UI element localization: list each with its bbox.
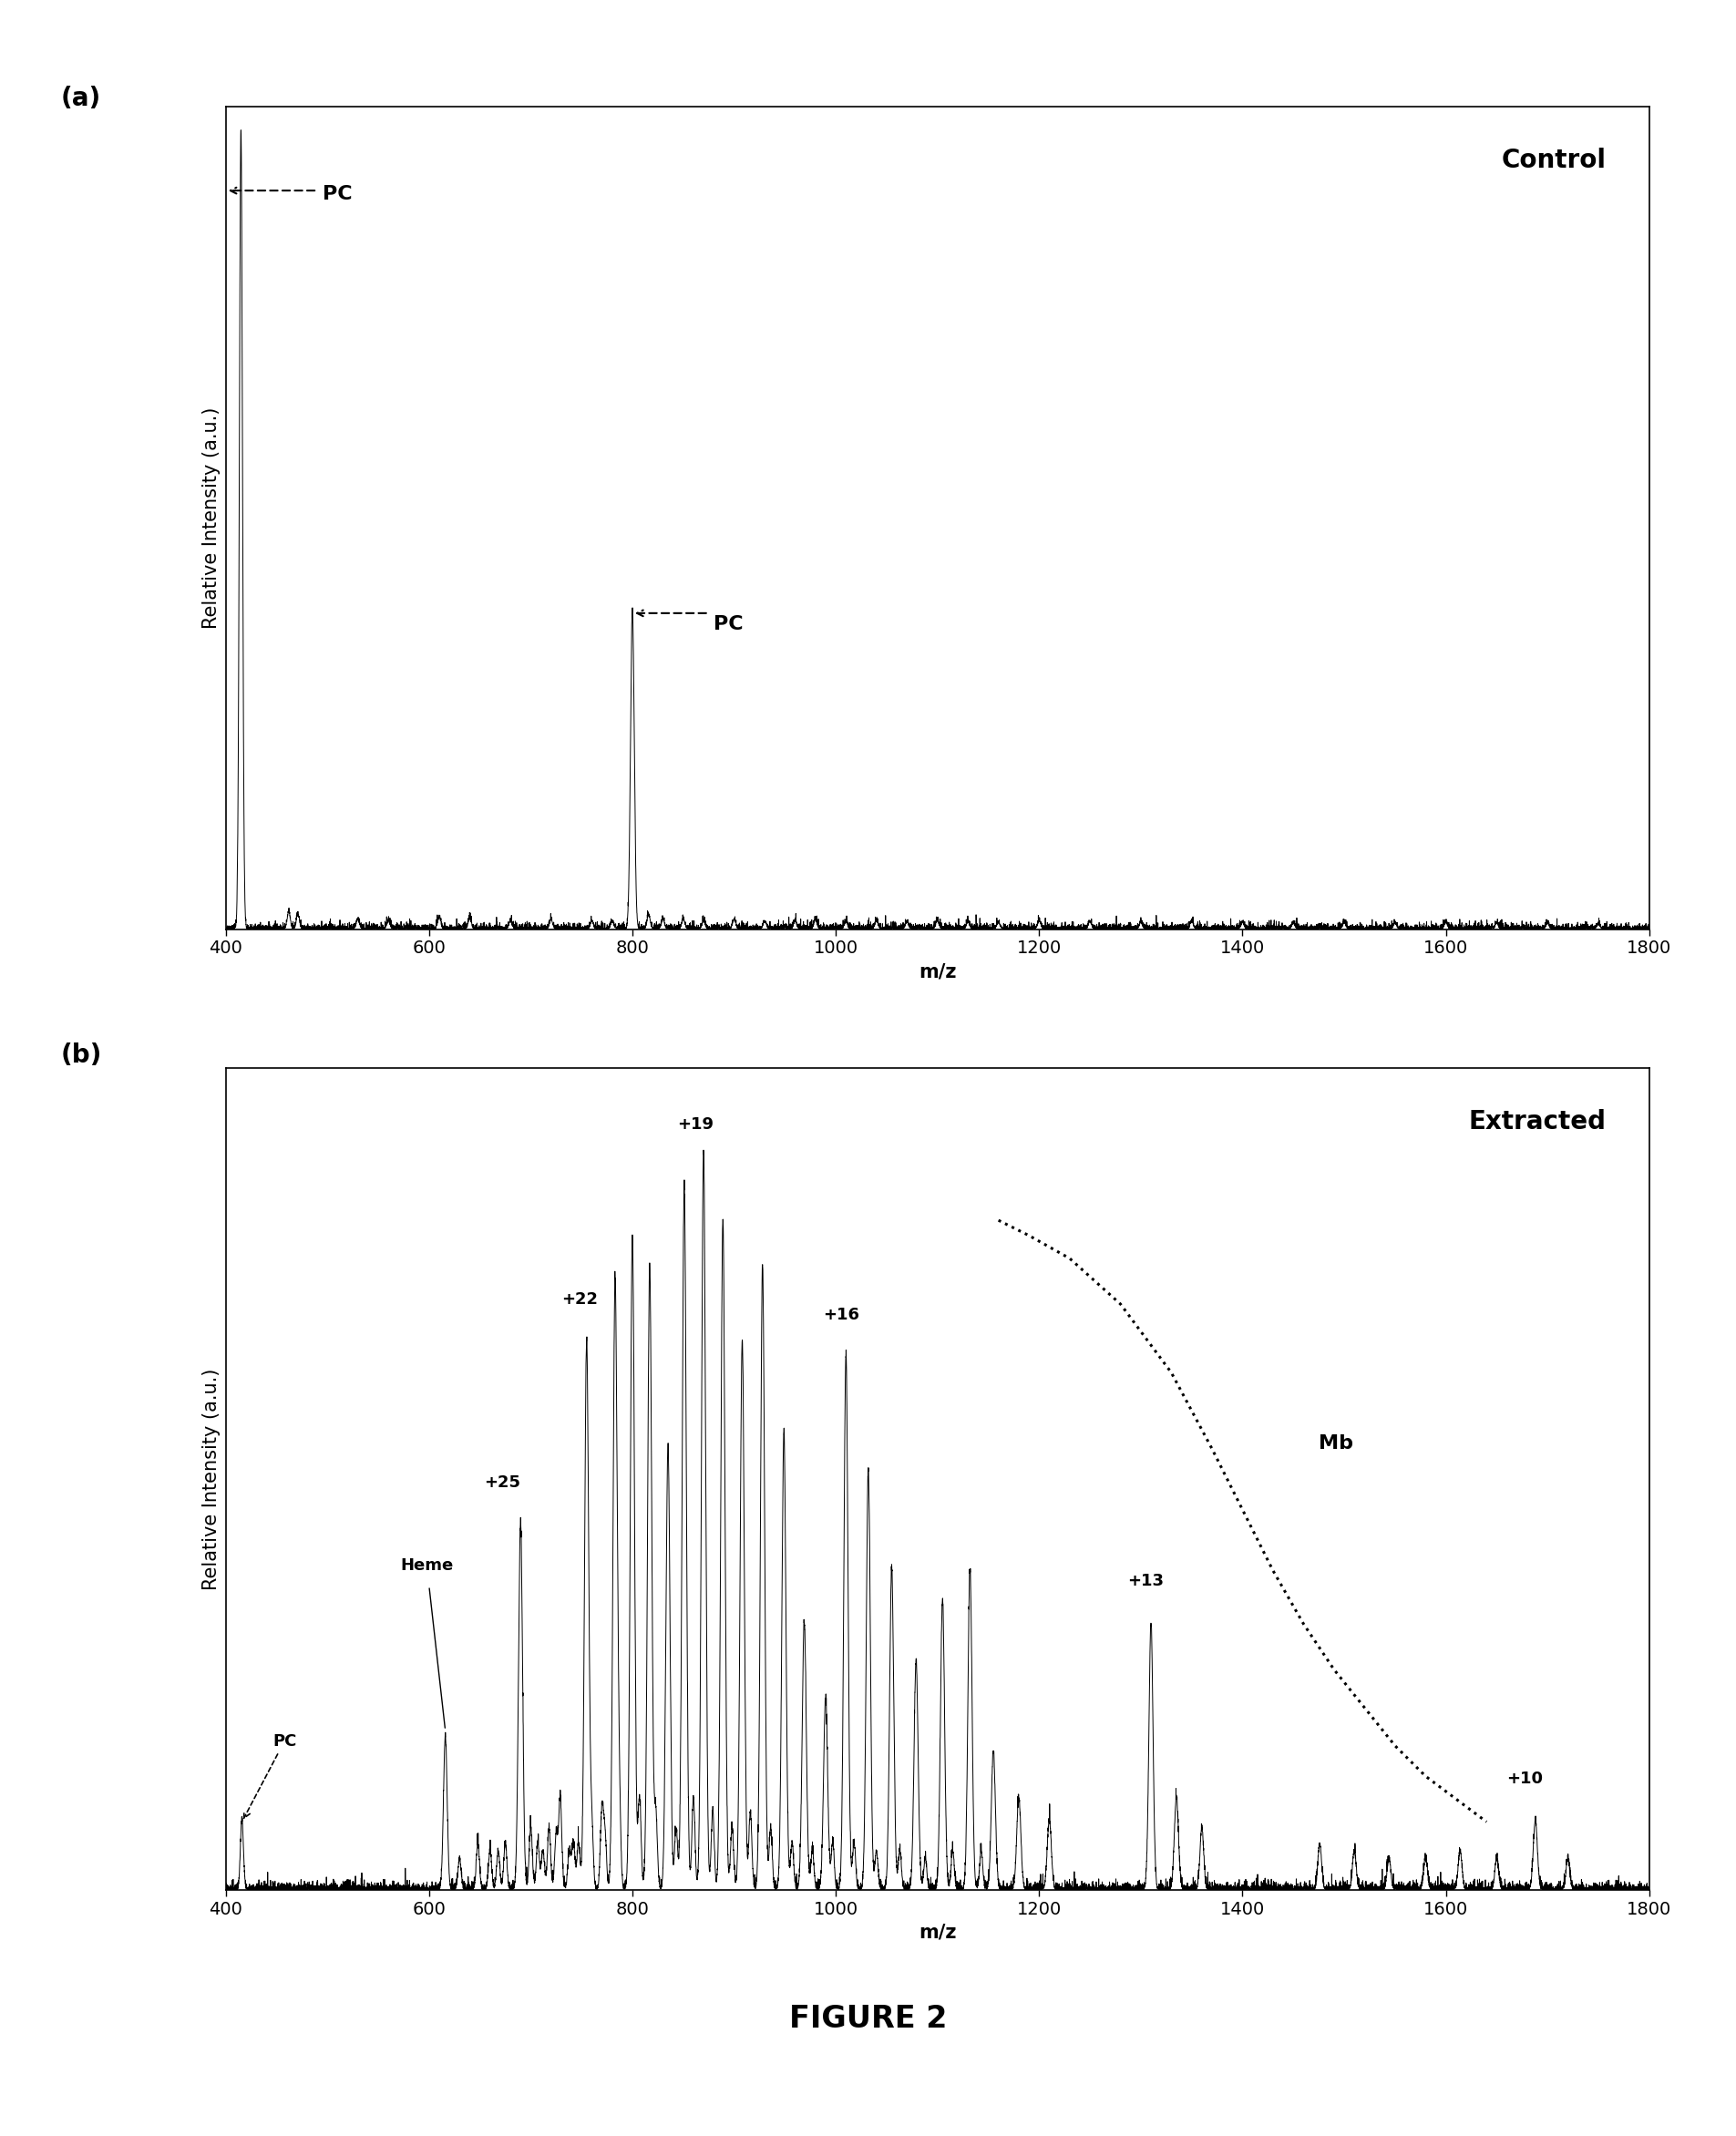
Text: +25: +25: [484, 1474, 521, 1491]
Text: Mb: Mb: [1319, 1433, 1354, 1452]
Text: PC: PC: [713, 615, 743, 634]
Text: PC: PC: [245, 1732, 297, 1818]
Text: +16: +16: [823, 1307, 859, 1322]
Text: FIGURE 2: FIGURE 2: [788, 2004, 948, 2033]
Text: Extracted: Extracted: [1469, 1109, 1606, 1134]
Text: PC: PC: [323, 186, 352, 203]
Y-axis label: Relative Intensity (a.u.): Relative Intensity (a.u.): [203, 1369, 220, 1589]
X-axis label: m/z: m/z: [918, 1925, 957, 1942]
Y-axis label: Relative Intensity (a.u.): Relative Intensity (a.u.): [203, 408, 220, 628]
Text: Control: Control: [1502, 147, 1606, 173]
Text: Heme: Heme: [401, 1557, 453, 1574]
Text: (b): (b): [61, 1042, 102, 1068]
Text: (a): (a): [61, 85, 101, 111]
Text: +22: +22: [561, 1292, 597, 1307]
Text: +19: +19: [677, 1117, 713, 1132]
Text: +10: +10: [1507, 1771, 1543, 1788]
X-axis label: m/z: m/z: [918, 963, 957, 980]
Text: +13: +13: [1128, 1572, 1165, 1589]
